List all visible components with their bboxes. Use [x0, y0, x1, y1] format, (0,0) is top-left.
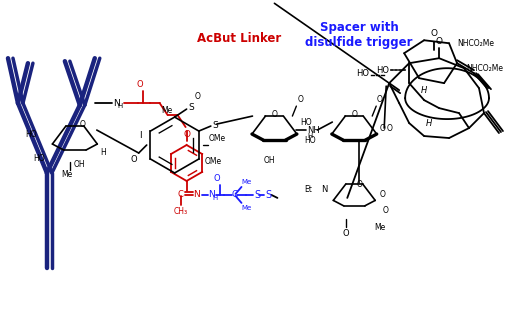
- Text: O: O: [376, 95, 382, 104]
- Text: N: N: [208, 190, 216, 199]
- Text: O: O: [297, 95, 303, 104]
- Text: Me: Me: [161, 106, 172, 115]
- Text: N: N: [113, 99, 119, 108]
- Text: N: N: [321, 185, 328, 194]
- Text: S: S: [188, 103, 195, 112]
- Text: Spacer with
disulfide trigger: Spacer with disulfide trigger: [306, 21, 413, 49]
- Text: H: H: [118, 103, 123, 109]
- Text: O: O: [379, 190, 385, 199]
- Text: OMe: OMe: [208, 134, 226, 143]
- Text: N: N: [194, 190, 200, 199]
- Text: O: O: [183, 130, 190, 139]
- Text: Et: Et: [305, 185, 312, 194]
- Text: HO: HO: [356, 69, 369, 78]
- Text: AcBut Linker: AcBut Linker: [197, 32, 282, 45]
- Text: I: I: [139, 131, 142, 140]
- Text: O: O: [351, 110, 357, 119]
- Text: NHCO₂Me: NHCO₂Me: [457, 39, 494, 48]
- Text: Me: Me: [61, 170, 73, 179]
- Text: HO: HO: [305, 136, 316, 145]
- Text: S: S: [254, 190, 261, 200]
- Text: O: O: [213, 174, 220, 183]
- Text: Me: Me: [242, 205, 252, 211]
- Text: Me: Me: [374, 223, 386, 232]
- Text: NH: NH: [307, 126, 320, 135]
- Text: H: H: [307, 133, 313, 139]
- Text: H: H: [421, 86, 427, 95]
- Text: O: O: [195, 92, 201, 101]
- Text: Me: Me: [242, 179, 252, 185]
- Text: S: S: [265, 190, 271, 200]
- Text: H: H: [426, 119, 432, 128]
- Text: OH: OH: [74, 160, 86, 169]
- Text: O: O: [431, 29, 438, 38]
- Text: O: O: [136, 80, 143, 89]
- Text: HO: HO: [25, 130, 37, 139]
- Text: C: C: [178, 190, 184, 199]
- Text: HO: HO: [33, 154, 45, 163]
- Text: S: S: [213, 121, 219, 130]
- Text: O: O: [271, 110, 278, 119]
- Text: NHCO₂Me: NHCO₂Me: [466, 64, 503, 73]
- Text: OMe: OMe: [205, 157, 222, 166]
- Text: O: O: [436, 37, 442, 46]
- Text: HO: HO: [301, 118, 312, 126]
- Text: OH: OH: [264, 156, 275, 165]
- Text: C: C: [231, 190, 238, 199]
- Text: CH₃: CH₃: [174, 207, 188, 216]
- Text: H: H: [212, 195, 218, 201]
- Text: O: O: [379, 124, 385, 133]
- Text: O: O: [386, 124, 392, 133]
- Text: H: H: [100, 147, 105, 156]
- Text: O: O: [382, 206, 388, 215]
- Text: O: O: [80, 120, 86, 129]
- Text: O: O: [343, 229, 350, 238]
- Text: HO: HO: [376, 66, 389, 75]
- Text: O: O: [356, 180, 362, 189]
- Text: O: O: [130, 155, 137, 164]
